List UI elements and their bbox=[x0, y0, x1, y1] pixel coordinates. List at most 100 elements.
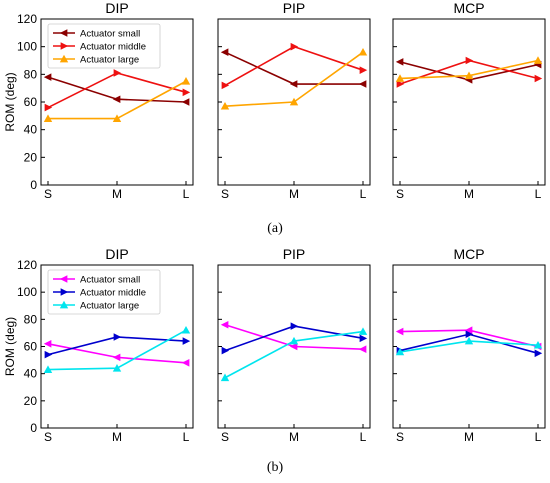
x-tick-label: S bbox=[396, 187, 404, 201]
axes-frame bbox=[392, 18, 546, 186]
data-point bbox=[464, 326, 473, 334]
series-line-actuator-middle bbox=[224, 45, 364, 87]
x-tick-label: M bbox=[112, 430, 122, 444]
data-point bbox=[112, 364, 122, 372]
data-point bbox=[359, 334, 368, 343]
data-point bbox=[395, 58, 404, 66]
legend-label: Actuator small bbox=[80, 29, 140, 40]
legend-label: Actuator large bbox=[80, 55, 139, 66]
data-point bbox=[289, 97, 299, 106]
data-point bbox=[465, 330, 474, 339]
data-point bbox=[220, 320, 229, 329]
data-point bbox=[395, 74, 405, 82]
legend-marker bbox=[60, 288, 69, 296]
legend-marker bbox=[59, 54, 69, 63]
data-point bbox=[289, 336, 299, 345]
data-point bbox=[221, 81, 230, 90]
data-point bbox=[43, 73, 52, 81]
data-point bbox=[44, 103, 53, 112]
legend: Actuator small Actuator middle Actuator la… bbox=[47, 269, 161, 315]
data-point bbox=[290, 322, 299, 330]
data-point bbox=[44, 350, 53, 359]
legend-marker bbox=[59, 300, 69, 309]
y-tick-label: 40 bbox=[24, 123, 38, 137]
y-tick-label: 20 bbox=[24, 150, 38, 164]
y-tick-label: 0 bbox=[30, 178, 37, 192]
data-point bbox=[43, 114, 53, 122]
panel-title: DIP bbox=[105, 246, 128, 262]
panel-mcp: MCP S M L bbox=[392, 246, 546, 444]
panel-title: MCP bbox=[453, 0, 484, 16]
y-tick-label: 120 bbox=[17, 258, 37, 272]
legend-label: Actuator large bbox=[80, 301, 139, 312]
data-point bbox=[358, 327, 368, 335]
x-tick-label: S bbox=[221, 187, 229, 201]
chart-a: ROM (deg) DIP 0 20 40 60 80 100 120 S M L Actuator s… bbox=[3, 0, 546, 236]
data-point bbox=[290, 42, 299, 51]
y-tick-label: 60 bbox=[24, 340, 38, 354]
x-tick-label: S bbox=[44, 187, 52, 201]
data-point bbox=[359, 66, 368, 74]
data-point bbox=[220, 101, 230, 110]
series-line-actuator-small bbox=[47, 342, 187, 364]
panel-pip: PIP S M L bbox=[217, 0, 371, 201]
data-point bbox=[112, 114, 122, 122]
data-point bbox=[182, 88, 191, 97]
data-point bbox=[221, 346, 230, 355]
x-tick-label: M bbox=[112, 187, 122, 201]
data-point bbox=[534, 349, 543, 358]
x-tick-label: L bbox=[535, 187, 542, 201]
panel-pip: PIP S M L bbox=[217, 246, 371, 444]
data-point bbox=[289, 342, 298, 351]
legend-label: Actuator middle bbox=[80, 42, 146, 53]
y-tick-label: 100 bbox=[17, 40, 37, 54]
data-point bbox=[358, 345, 367, 353]
figure-caption: (a) bbox=[267, 221, 283, 236]
panel-title: PIP bbox=[283, 0, 306, 16]
data-point bbox=[358, 80, 367, 88]
data-point bbox=[113, 69, 122, 77]
legend-box bbox=[47, 269, 161, 315]
x-tick-label: M bbox=[289, 430, 299, 444]
data-point bbox=[220, 373, 230, 382]
y-tick-label: 80 bbox=[24, 312, 38, 326]
legend-box bbox=[47, 23, 161, 69]
data-point bbox=[112, 95, 121, 104]
x-tick-label: L bbox=[535, 430, 542, 444]
x-tick-label: S bbox=[44, 430, 52, 444]
panel-mcp: MCP S M L bbox=[392, 0, 546, 201]
data-point bbox=[395, 347, 405, 356]
y-tick-label: 60 bbox=[24, 95, 38, 109]
legend-marker bbox=[59, 29, 68, 37]
data-point bbox=[181, 359, 190, 367]
y-axis-label: ROM (deg) bbox=[3, 72, 17, 131]
series-line-actuator-middle bbox=[47, 72, 187, 109]
x-tick-label: L bbox=[183, 430, 190, 444]
y-tick-label: 40 bbox=[24, 367, 38, 381]
x-tick-label: L bbox=[183, 187, 190, 201]
y-tick-label: 100 bbox=[17, 285, 37, 299]
data-point bbox=[220, 48, 229, 56]
data-point bbox=[464, 71, 474, 80]
data-point bbox=[534, 74, 543, 83]
data-point bbox=[181, 326, 191, 334]
x-tick-label: S bbox=[221, 430, 229, 444]
legend: Actuator small Actuator middle Actuator la… bbox=[47, 23, 161, 69]
legend-label: Actuator middle bbox=[80, 288, 146, 299]
data-point bbox=[464, 336, 474, 345]
legend-marker bbox=[60, 42, 69, 50]
data-point bbox=[358, 48, 368, 56]
data-point bbox=[181, 98, 190, 106]
series-line-actuator-middle bbox=[47, 336, 187, 356]
data-point bbox=[181, 77, 191, 85]
data-point bbox=[182, 337, 191, 345]
x-tick-label: M bbox=[464, 187, 474, 201]
data-point bbox=[43, 365, 53, 373]
data-point bbox=[396, 80, 405, 88]
chart-b: ROM (deg) DIP 0 20 40 60 80 100 120 S M L Actuator s… bbox=[3, 246, 546, 475]
y-tick-label: 80 bbox=[24, 67, 38, 81]
x-tick-label: M bbox=[464, 430, 474, 444]
